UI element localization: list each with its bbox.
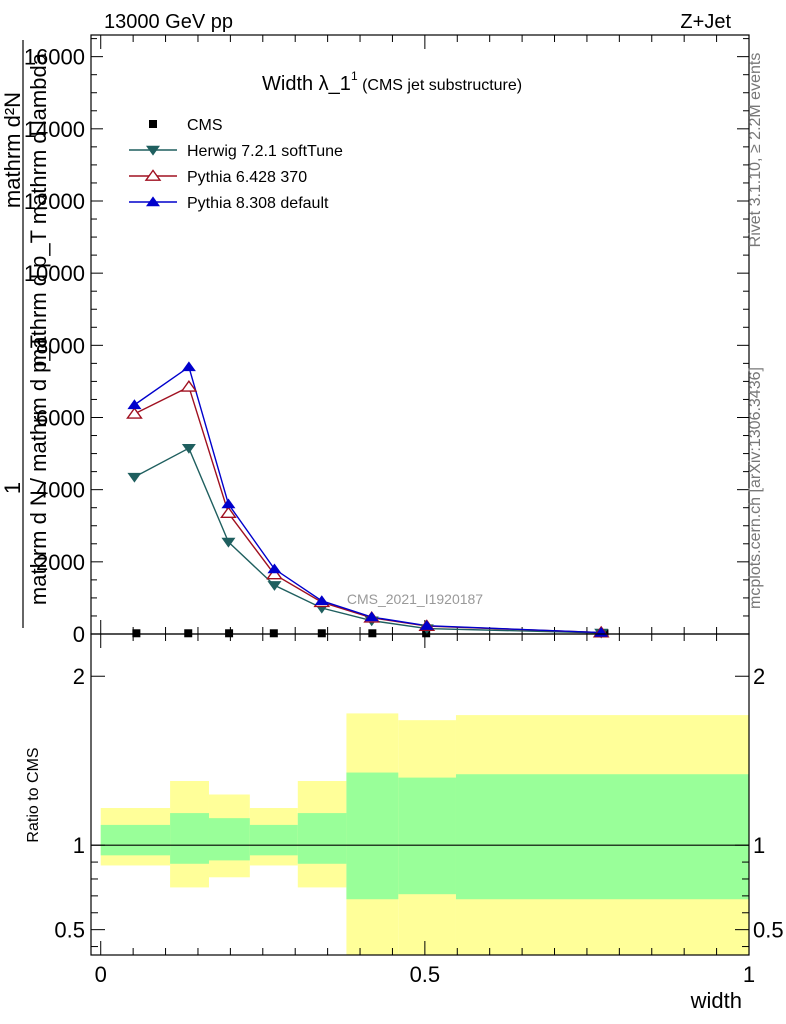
series-point-pythia8 bbox=[267, 563, 282, 574]
y-tick-label: 16000 bbox=[24, 45, 85, 70]
y-tick-label: 4000 bbox=[36, 478, 85, 503]
series-point-cms bbox=[317, 629, 326, 638]
ratio-band-inner-6 bbox=[398, 777, 456, 895]
series-point-pythia6 bbox=[126, 407, 143, 419]
plot-title-sub: (CMS jet substructure) bbox=[358, 77, 522, 94]
series-point-pythia6 bbox=[180, 380, 198, 392]
x-tick-label: 1 bbox=[743, 962, 755, 987]
ratio-y-axis-title: Ratio to CMS bbox=[25, 747, 42, 842]
ratio-y-tick-label-right: 0.5 bbox=[753, 918, 784, 943]
series-point-pythia8 bbox=[364, 611, 379, 622]
analysis-watermark: CMS_2021_I1920187 bbox=[347, 591, 483, 607]
series-point-pythia8 bbox=[181, 361, 196, 372]
series-line-herwig bbox=[134, 447, 602, 634]
y-tick-label: 12000 bbox=[24, 189, 85, 214]
series-point-pythia6 bbox=[266, 567, 283, 580]
legend: CMS Herwig 7.2.1 softTune Pythia 6.428 370… bbox=[129, 117, 343, 212]
ratio-band-inner-2 bbox=[208, 818, 250, 861]
legend-label-herwig: Herwig 7.2.1 softTune bbox=[187, 143, 343, 160]
series-point-herwig bbox=[221, 537, 236, 548]
x-tick-label: 0.5 bbox=[410, 962, 441, 987]
legend-marker-pythia8 bbox=[146, 196, 160, 207]
legend-label-cms: CMS bbox=[187, 117, 223, 134]
y-tick-label: 0 bbox=[73, 622, 85, 647]
main-plot: 0 2000 4000 6000 8000 10000 12000 14000 16000 bbox=[24, 34, 750, 647]
ratio-y-tick-label-left: 0.5 bbox=[54, 918, 85, 943]
legend-marker-cms bbox=[149, 120, 157, 128]
series-point-herwig bbox=[267, 581, 282, 591]
series-point-cms bbox=[132, 629, 141, 638]
series-point-pythia8 bbox=[314, 595, 329, 606]
header-right-label: Z+Jet bbox=[680, 11, 731, 33]
y-title-denom: mathrm d p_T mathrm d lambda bbox=[26, 52, 51, 367]
mcplots-note: mcplots.cern.ch [arXiv:1306.3436] bbox=[747, 367, 764, 609]
ratio-y-tick-label-right: 2 bbox=[753, 664, 765, 689]
x-tick-label: 0 bbox=[95, 962, 107, 987]
ratio-band-inner-7 bbox=[455, 774, 749, 900]
y-axis-title: 1 mathrm d²N mathrm d N / mathrm d p_T m… bbox=[0, 40, 51, 628]
legend-marker-herwig bbox=[146, 145, 160, 156]
y-tick-label: 6000 bbox=[36, 405, 85, 430]
series-point-cms bbox=[184, 629, 193, 638]
y-tick-label: 14000 bbox=[24, 117, 85, 142]
y-title-prefix-numer: 1 bbox=[0, 482, 25, 494]
series-point-pythia6 bbox=[220, 506, 237, 519]
series-point-cms bbox=[225, 629, 234, 638]
header-left-label: 13000 GeV pp bbox=[104, 11, 233, 33]
y-title-numer: mathrm d²N bbox=[0, 92, 25, 208]
y-tick-label: 2000 bbox=[36, 550, 85, 575]
series-point-herwig bbox=[127, 472, 142, 483]
series-point-pythia8 bbox=[419, 620, 434, 630]
ratio-plot: 0.5 0.5 1 1 2 2 bbox=[54, 633, 784, 956]
legend-label-pythia6: Pythia 6.428 370 bbox=[187, 169, 307, 186]
ratio-band-inner-4 bbox=[297, 813, 347, 864]
ratio-band-inner-1 bbox=[170, 813, 209, 864]
series-point-pythia8 bbox=[127, 399, 142, 410]
series-point-cms bbox=[269, 629, 278, 638]
series-point-pythia8 bbox=[221, 498, 236, 509]
legend-marker-pythia6 bbox=[144, 169, 162, 181]
ratio-band-inner-0 bbox=[100, 824, 171, 856]
ratio-band-inner-5 bbox=[346, 772, 399, 900]
x-axis-labels: 0 0.5 1 bbox=[95, 962, 756, 987]
x-axis-title: width bbox=[690, 988, 742, 1013]
plot-title: Width λ_11 (CMS jet substructure) bbox=[262, 69, 522, 95]
plot-title-main: Width λ_1 bbox=[262, 73, 351, 95]
rivet-note: Rivet 3.1.10, ≥ 2.2M events bbox=[747, 53, 764, 248]
y-tick-label: 10000 bbox=[24, 261, 85, 286]
ratio-y-tick-label-left: 2 bbox=[73, 664, 85, 689]
series-point-herwig bbox=[181, 443, 196, 454]
y-title-prefix-denom: mathrm d N / mathrm d p_T bbox=[26, 335, 51, 605]
plot-title-sup: 1 bbox=[351, 69, 358, 83]
ratio-band-inner-3 bbox=[249, 824, 298, 856]
series-point-cms bbox=[368, 629, 377, 638]
ratio-y-tick-label-left: 1 bbox=[73, 833, 85, 858]
y-tick-label: 8000 bbox=[36, 333, 85, 358]
ratio-plot-frame bbox=[90, 633, 750, 956]
legend-label-pythia8: Pythia 8.308 default bbox=[187, 195, 329, 212]
ratio-y-tick-label-right: 1 bbox=[753, 833, 765, 858]
